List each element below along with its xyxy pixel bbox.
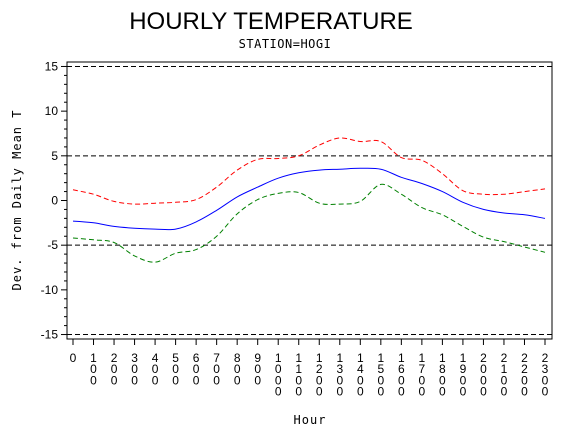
chart-title: HOURLY TEMPERATURE [129,8,413,35]
y-tick-label: -10 [41,283,59,297]
x-axis-label: Hour [294,413,327,427]
plot-frame [66,61,553,340]
y-tick-label: 10 [45,104,59,118]
y-tick-label: -5 [47,238,58,252]
y-axis: -15 -10 -5 0 5 10 15 [41,59,67,342]
series-line-3 [72,183,546,263]
y-tick-label: 15 [45,59,59,73]
x-tick-label: 0 [70,351,77,365]
chart-subtitle: STATION=HOGI [239,37,332,51]
y-tick-label: -15 [41,328,59,342]
reference-lines [67,65,552,336]
y-tick-label: 5 [51,149,58,163]
series-line-2 [72,137,546,205]
series-line-1 [72,167,546,231]
y-tick-label: 0 [51,194,58,208]
series-lines [72,137,546,263]
y-axis-label: Dev. from Daily Mean T [10,110,24,291]
x-axis: 0 1 0 0 2 0 0 3 0 0 4 0 0 5 0 0 6 0 0 7 0 0 8 0 0 9 0 0 1 0 0 0 1 1 0 0 1 2 0 0… [70,339,549,399]
